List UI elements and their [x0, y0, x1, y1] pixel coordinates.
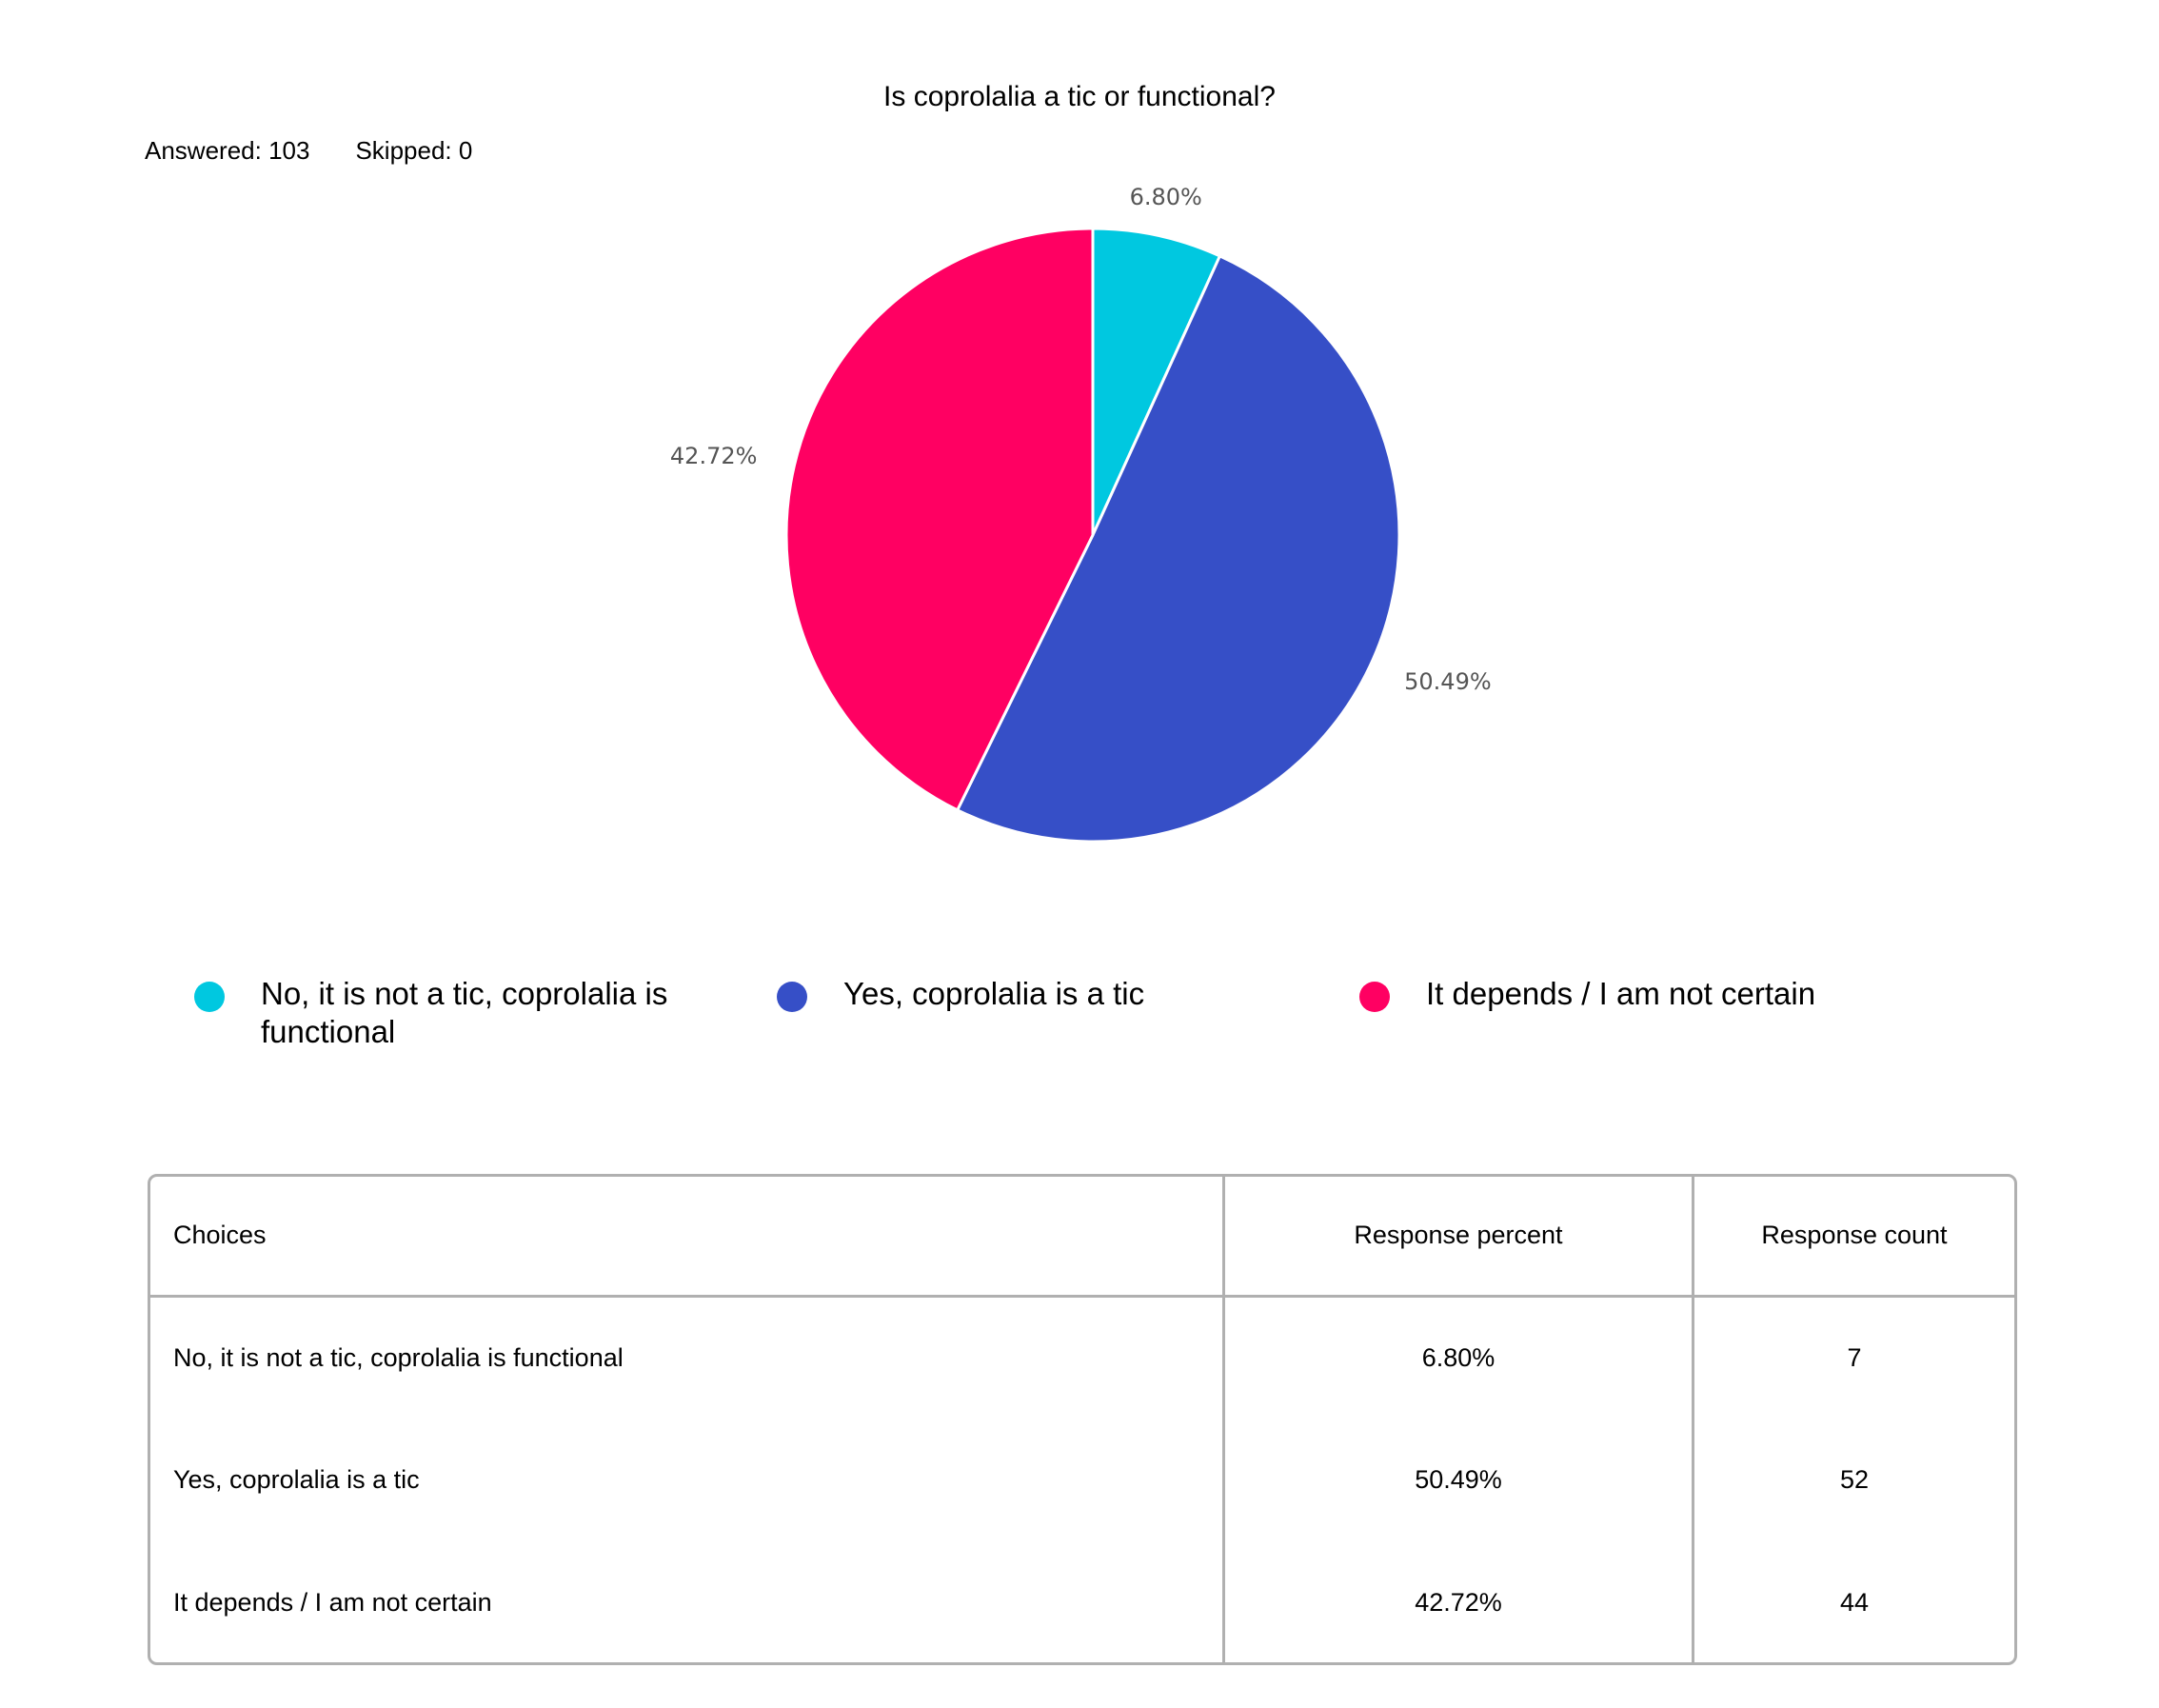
slice-percent-label: 6.80% — [1130, 184, 1202, 210]
chart-title: Is coprolalia a tic or functional? — [883, 81, 1276, 112]
slice-percent-label: 50.49% — [1404, 668, 1492, 695]
answered-count: Answered: 103 — [145, 136, 310, 165]
results-table: Choices Response percent Response count … — [148, 1174, 2017, 1665]
slice-percent-label: 42.72% — [670, 443, 758, 469]
skipped-count: Skipped: 0 — [355, 136, 473, 165]
pie-slice-is-a-tic — [956, 254, 1401, 844]
count-cell: 44 — [1692, 1541, 2014, 1662]
table-row: It depends / I am not certain 42.72% 44 — [150, 1541, 2014, 1662]
header-choices: Choices — [150, 1177, 1224, 1298]
legend-item-it-depends: It depends / I am not certain — [1359, 975, 1921, 1013]
pie-slice-it-depends — [784, 227, 1095, 812]
legend-label: Yes, coprolalia is a tic — [843, 976, 1145, 1011]
pie-slice-not-a-tic — [1091, 227, 1221, 537]
table-header-row: Choices Response percent Response count — [150, 1177, 2014, 1298]
response-stats: Answered: 103 Skipped: 0 — [145, 133, 472, 168]
choice-cell: It depends / I am not certain — [173, 1588, 492, 1617]
header-response-count: Response count — [1692, 1177, 2014, 1298]
legend-swatch — [1359, 982, 1390, 1012]
table-row: No, it is not a tic, coprolalia is funct… — [150, 1296, 2014, 1419]
percent-cell: 6.80% — [1222, 1296, 1694, 1419]
legend-label: No, it is not a tic, coprolalia is funct… — [261, 976, 668, 1049]
legend-swatch — [777, 982, 807, 1012]
pie-chart: 6.80% 50.49% 42.72% — [670, 184, 1492, 844]
legend-swatch — [194, 982, 225, 1012]
table-row: Yes, coprolalia is a tic 50.49% 52 — [150, 1419, 2014, 1541]
legend-item-is-a-tic: Yes, coprolalia is a tic — [777, 975, 1300, 1013]
legend-label: It depends / I am not certain — [1426, 976, 1816, 1011]
legend-item-not-a-tic: No, it is not a tic, coprolalia is funct… — [194, 975, 718, 1051]
choice-cell: No, it is not a tic, coprolalia is funct… — [173, 1342, 624, 1372]
count-cell: 52 — [1692, 1419, 2014, 1541]
header-response-percent: Response percent — [1222, 1177, 1694, 1298]
percent-cell: 50.49% — [1222, 1419, 1694, 1541]
choice-cell: Yes, coprolalia is a tic — [173, 1465, 420, 1494]
count-cell: 7 — [1692, 1296, 2014, 1419]
percent-cell: 42.72% — [1222, 1541, 1694, 1662]
